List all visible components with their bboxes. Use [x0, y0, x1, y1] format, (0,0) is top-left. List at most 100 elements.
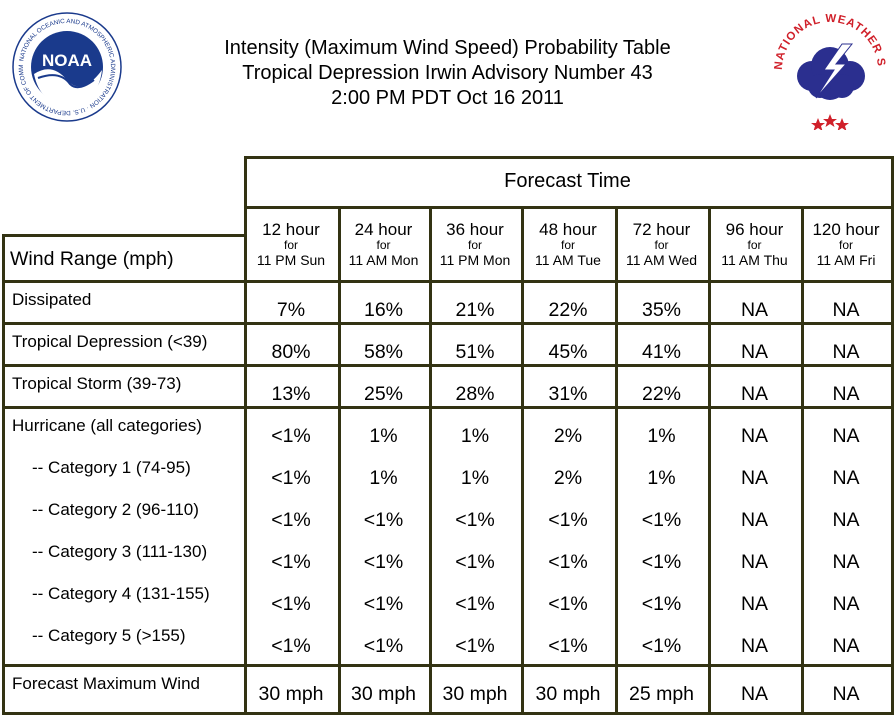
table-cell: NA: [740, 425, 769, 447]
table-cell: 22%: [641, 383, 682, 405]
column-hours: 24 hour: [354, 220, 413, 239]
table-cell: <1%: [363, 593, 404, 615]
grid-line: [2, 406, 893, 409]
column-for: for: [654, 238, 669, 252]
table-cell: NA: [832, 551, 860, 573]
table-cell: 1%: [460, 425, 490, 447]
table-cell: <1%: [641, 509, 682, 531]
table-cell: 16%: [363, 299, 404, 321]
table-cell: 21%: [455, 299, 495, 321]
table-cell: <1%: [455, 635, 495, 657]
table-cell: NA: [740, 341, 769, 363]
column-hours: 12 hour: [262, 220, 320, 239]
grid-line: [2, 234, 244, 237]
column-header: 96 hour for 11 AM Thu: [708, 220, 801, 281]
grid-line: [2, 712, 893, 715]
row-label: -- Category 5 (>155): [32, 626, 186, 645]
row-label: -- Category 1 (74-95): [32, 458, 191, 477]
column-for: for: [838, 238, 853, 252]
table-cell: 1%: [647, 425, 676, 447]
table-cell: NA: [740, 383, 769, 405]
column-header: 72 hour for 11 AM Wed: [615, 220, 708, 281]
table-cell: <1%: [641, 635, 682, 657]
table-cell: NA: [740, 593, 769, 615]
row-label: -- Category 4 (131-155): [32, 584, 210, 603]
column-header: 48 hour for 11 AM Tue: [521, 220, 615, 281]
row-label: Tropical Storm (39-73): [12, 374, 182, 393]
grid-line: [244, 156, 247, 715]
grid-line: [615, 206, 618, 715]
table-cell: <1%: [363, 635, 404, 657]
title-line-2: Tropical Depression Irwin Advisory Numbe…: [242, 62, 653, 84]
table-cell: 30 mph: [535, 683, 601, 705]
table-cell: 45%: [548, 341, 588, 363]
column-time: 11 PM Mon: [439, 252, 511, 268]
grid-line: [2, 322, 893, 325]
grid-line: [244, 156, 893, 159]
grid-line: [801, 206, 804, 715]
table-cell: NA: [740, 509, 769, 531]
table-cell: <1%: [548, 509, 588, 531]
column-hours: 36 hour: [446, 220, 504, 239]
grid-line: [2, 280, 893, 283]
table-cell: NA: [832, 425, 860, 447]
table-cell: 22%: [548, 299, 588, 321]
row-label: Hurricane (all categories): [12, 416, 202, 435]
column-hours: 120 hour: [812, 220, 880, 239]
column-hours: 96 hour: [725, 220, 784, 239]
table-cell: <1%: [548, 635, 588, 657]
column-for: for: [376, 238, 391, 252]
row-label: Tropical Depression (<39): [12, 332, 208, 351]
column-time: 11 AM Thu: [721, 252, 788, 268]
table-cell: 30 mph: [350, 683, 417, 705]
column-for: for: [560, 238, 575, 252]
table-cell: NA: [832, 635, 860, 657]
table-cell: NA: [832, 683, 860, 705]
column-for: for: [283, 238, 298, 252]
column-header: 120 hour for 11 AM Fri: [801, 220, 891, 281]
table-cell: <1%: [548, 551, 588, 573]
column-for: for: [747, 238, 762, 252]
column-header: 36 hour for 11 PM Mon: [429, 220, 521, 281]
grid-line: [338, 206, 341, 715]
grid-line: [429, 206, 432, 715]
table-cell: <1%: [641, 593, 682, 615]
table-cell: <1%: [455, 593, 495, 615]
table-cell: <1%: [363, 551, 404, 573]
grid-line: [244, 206, 893, 209]
table-cell: 35%: [641, 299, 682, 321]
column-time: 11 AM Wed: [625, 252, 698, 268]
row-label: -- Category 3 (111-130): [32, 542, 208, 561]
table-cell: <1%: [363, 509, 404, 531]
table-cell: <1%: [455, 551, 495, 573]
table-cell: <1%: [271, 635, 311, 657]
table-cell: 13%: [271, 383, 311, 405]
table-cell: <1%: [271, 467, 311, 489]
column-time: 11 AM Mon: [348, 252, 419, 268]
noaa-logo-icon: NOAA NATIONAL OCEANIC AND ATMOSPHERIC AD…: [12, 12, 122, 122]
table-cell: 1%: [369, 425, 398, 447]
wind-range-header: Wind Range (mph): [10, 248, 174, 270]
table-cell: NA: [740, 467, 769, 489]
table-cell: NA: [740, 635, 769, 657]
title-line-1: Intensity (Maximum Wind Speed) Probabili…: [224, 37, 671, 59]
table-cell: NA: [832, 383, 860, 405]
column-time: 11 PM Sun: [256, 252, 326, 268]
row-label: Dissipated: [12, 290, 92, 309]
forecast-time-header: Forecast Time: [504, 170, 631, 192]
forecast-max-wind-label: Forecast Maximum Wind: [12, 674, 200, 693]
table-cell: NA: [740, 299, 769, 321]
title-line-3: 2:00 PM PDT Oct 16 2011: [331, 87, 564, 109]
grid-line: [708, 206, 711, 715]
table-cell: 25%: [363, 383, 404, 405]
page-title: Intensity (Maximum Wind Speed) Probabili…: [120, 36, 775, 111]
table-cell: 2%: [553, 425, 583, 447]
table-cell: 58%: [363, 341, 404, 363]
column-header: 24 hour for 11 AM Mon: [338, 220, 429, 281]
table-cell: 1%: [369, 467, 398, 489]
column-hours: 72 hour: [632, 220, 691, 239]
table-cell: <1%: [271, 551, 311, 573]
table-cell: 80%: [271, 341, 311, 363]
table-cell: 1%: [460, 467, 490, 489]
grid-line: [521, 206, 524, 715]
